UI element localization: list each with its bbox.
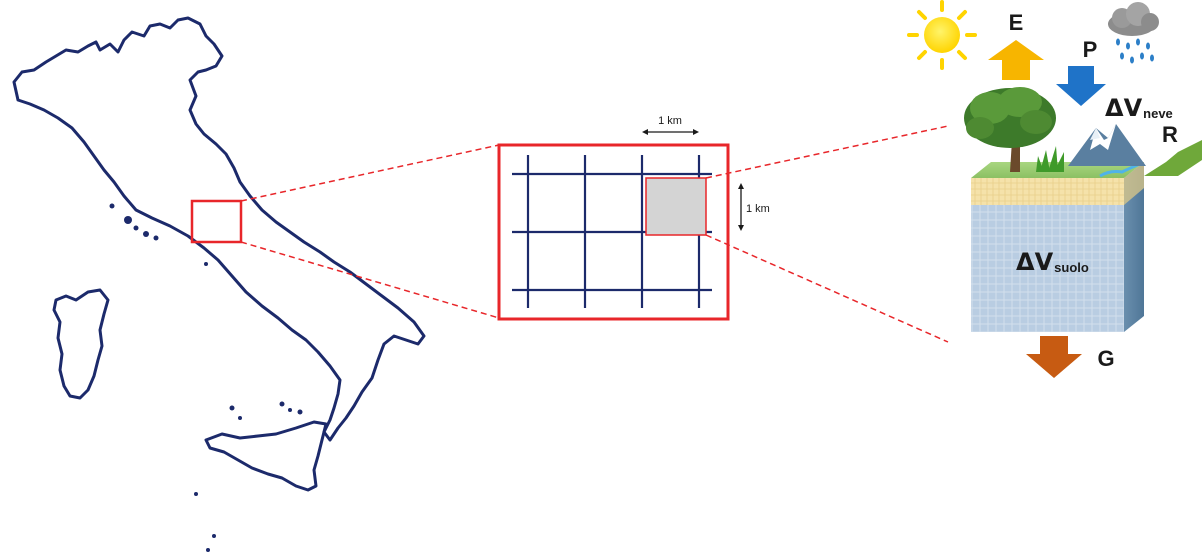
grid-cell-highlight: [645, 177, 707, 236]
scale-arrow-vertical: [738, 183, 744, 231]
label-snow-storage: ΔVneve: [1105, 94, 1173, 122]
label-P: P: [1083, 37, 1098, 62]
label-G: G: [1097, 346, 1114, 371]
mountain-icon: [1068, 124, 1146, 166]
zoom-lines-map-to-grid: [240, 144, 500, 319]
evapotranspiration-arrow: [988, 40, 1044, 80]
sun-icon: [907, 0, 977, 70]
label-R: R: [1162, 122, 1178, 147]
runoff-arrow: [1144, 140, 1202, 176]
sardinia-outline: [52, 288, 110, 400]
column-soil-front: [971, 205, 1124, 332]
soil-column: [971, 162, 1144, 332]
stream-icon: [1099, 162, 1141, 178]
map-selection-box: [190, 199, 243, 244]
column-surface-band: [971, 178, 1124, 205]
grass-icon: [1036, 146, 1064, 172]
scale-arrow-horizontal: [642, 129, 699, 135]
groundwater-arrow: [1026, 336, 1082, 378]
scale-label-y: 1 km: [746, 203, 770, 215]
grid-panel: 1 km 1 km: [497, 115, 770, 321]
italy-mainland-outline: [12, 16, 426, 442]
scale-label-x: 1 km: [658, 115, 682, 127]
column-side-face: [1124, 162, 1144, 332]
sicily-outline: [204, 420, 328, 492]
tree-icon: [964, 87, 1056, 172]
islands: [109, 203, 303, 552]
precipitation-arrow: [1056, 66, 1106, 106]
italy-map: [12, 16, 426, 492]
rain-cloud-icon: [1108, 2, 1159, 64]
label-E: E: [1009, 10, 1024, 35]
zoom-lines-cell-to-column: [705, 125, 949, 343]
label-soil-storage: ΔVsuolo: [1016, 248, 1089, 276]
